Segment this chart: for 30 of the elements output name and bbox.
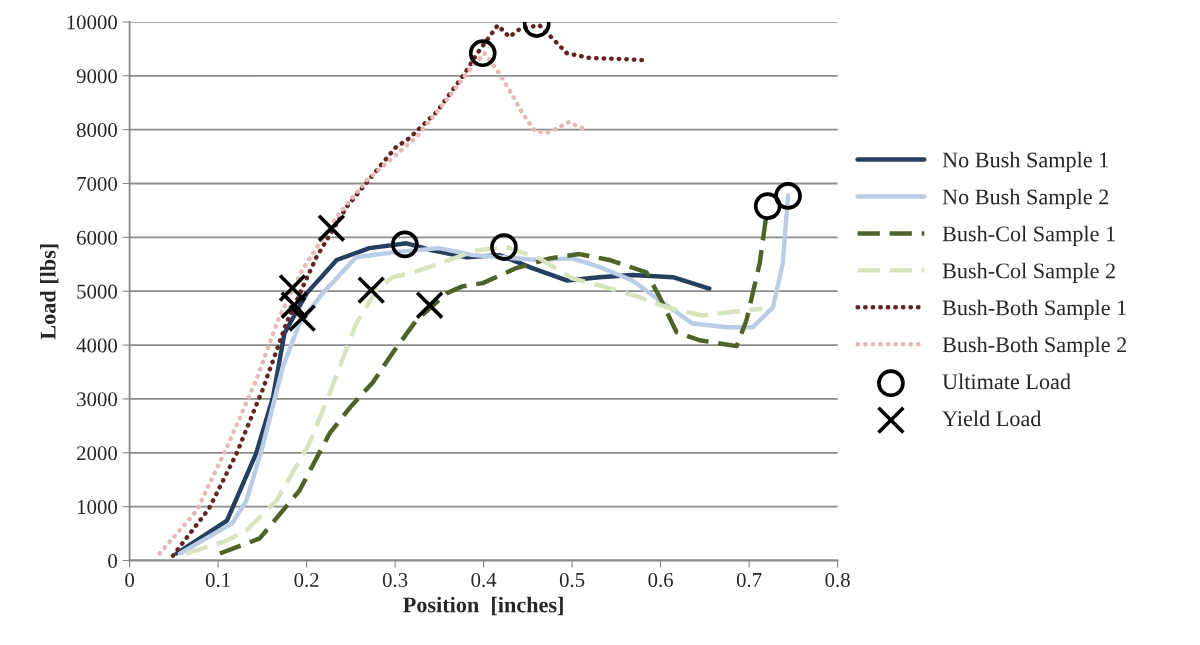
- y-tick-label: 9000: [76, 69, 117, 84]
- legend-label: Bush-Both Sample 2: [942, 336, 1127, 357]
- y-tick-label: 3000: [77, 392, 117, 407]
- y-tick-label: 10000: [67, 15, 117, 30]
- x-tick-label: 0: [125, 572, 135, 587]
- legend-label: Bush-Col Sample 2: [942, 262, 1115, 283]
- legend-label: No Bush Sample 2: [942, 188, 1109, 209]
- y-tick-label: 8000: [76, 123, 117, 138]
- x-tick-label: 0.7: [736, 572, 762, 588]
- y-tick-label: 6000: [77, 230, 117, 245]
- legend-label: Ultimate Load: [942, 373, 1071, 390]
- x-tick-label: 0.1: [205, 572, 230, 588]
- legend-label: Bush-Col Sample 1: [942, 225, 1115, 246]
- y-tick-label: 4000: [76, 338, 117, 353]
- x-tick-label: 0.5: [559, 572, 585, 588]
- y-axis-title: Load [lbs]: [40, 244, 59, 340]
- y-tick-label: 7000: [77, 176, 117, 191]
- x-tick-label: 0.2: [294, 572, 319, 588]
- y-tick-label: 5000: [77, 284, 117, 299]
- x-tick-label: 0.8: [825, 572, 850, 588]
- y-tick-label: 2000: [77, 446, 117, 461]
- legend-label: No Bush Sample 1: [942, 151, 1108, 173]
- y-tick-label: 1000: [77, 500, 117, 515]
- legend-label: Bush-Both Sample 1: [942, 299, 1126, 320]
- x-tick-label: 0.6: [648, 572, 673, 588]
- x-axis-title: Position [inches]: [403, 596, 563, 616]
- y-tick-label: 0: [108, 553, 117, 568]
- x-tick-label: 0.3: [382, 572, 408, 588]
- legend-label: Yield Load: [942, 410, 1042, 427]
- x-tick-label: 0.4: [471, 572, 497, 588]
